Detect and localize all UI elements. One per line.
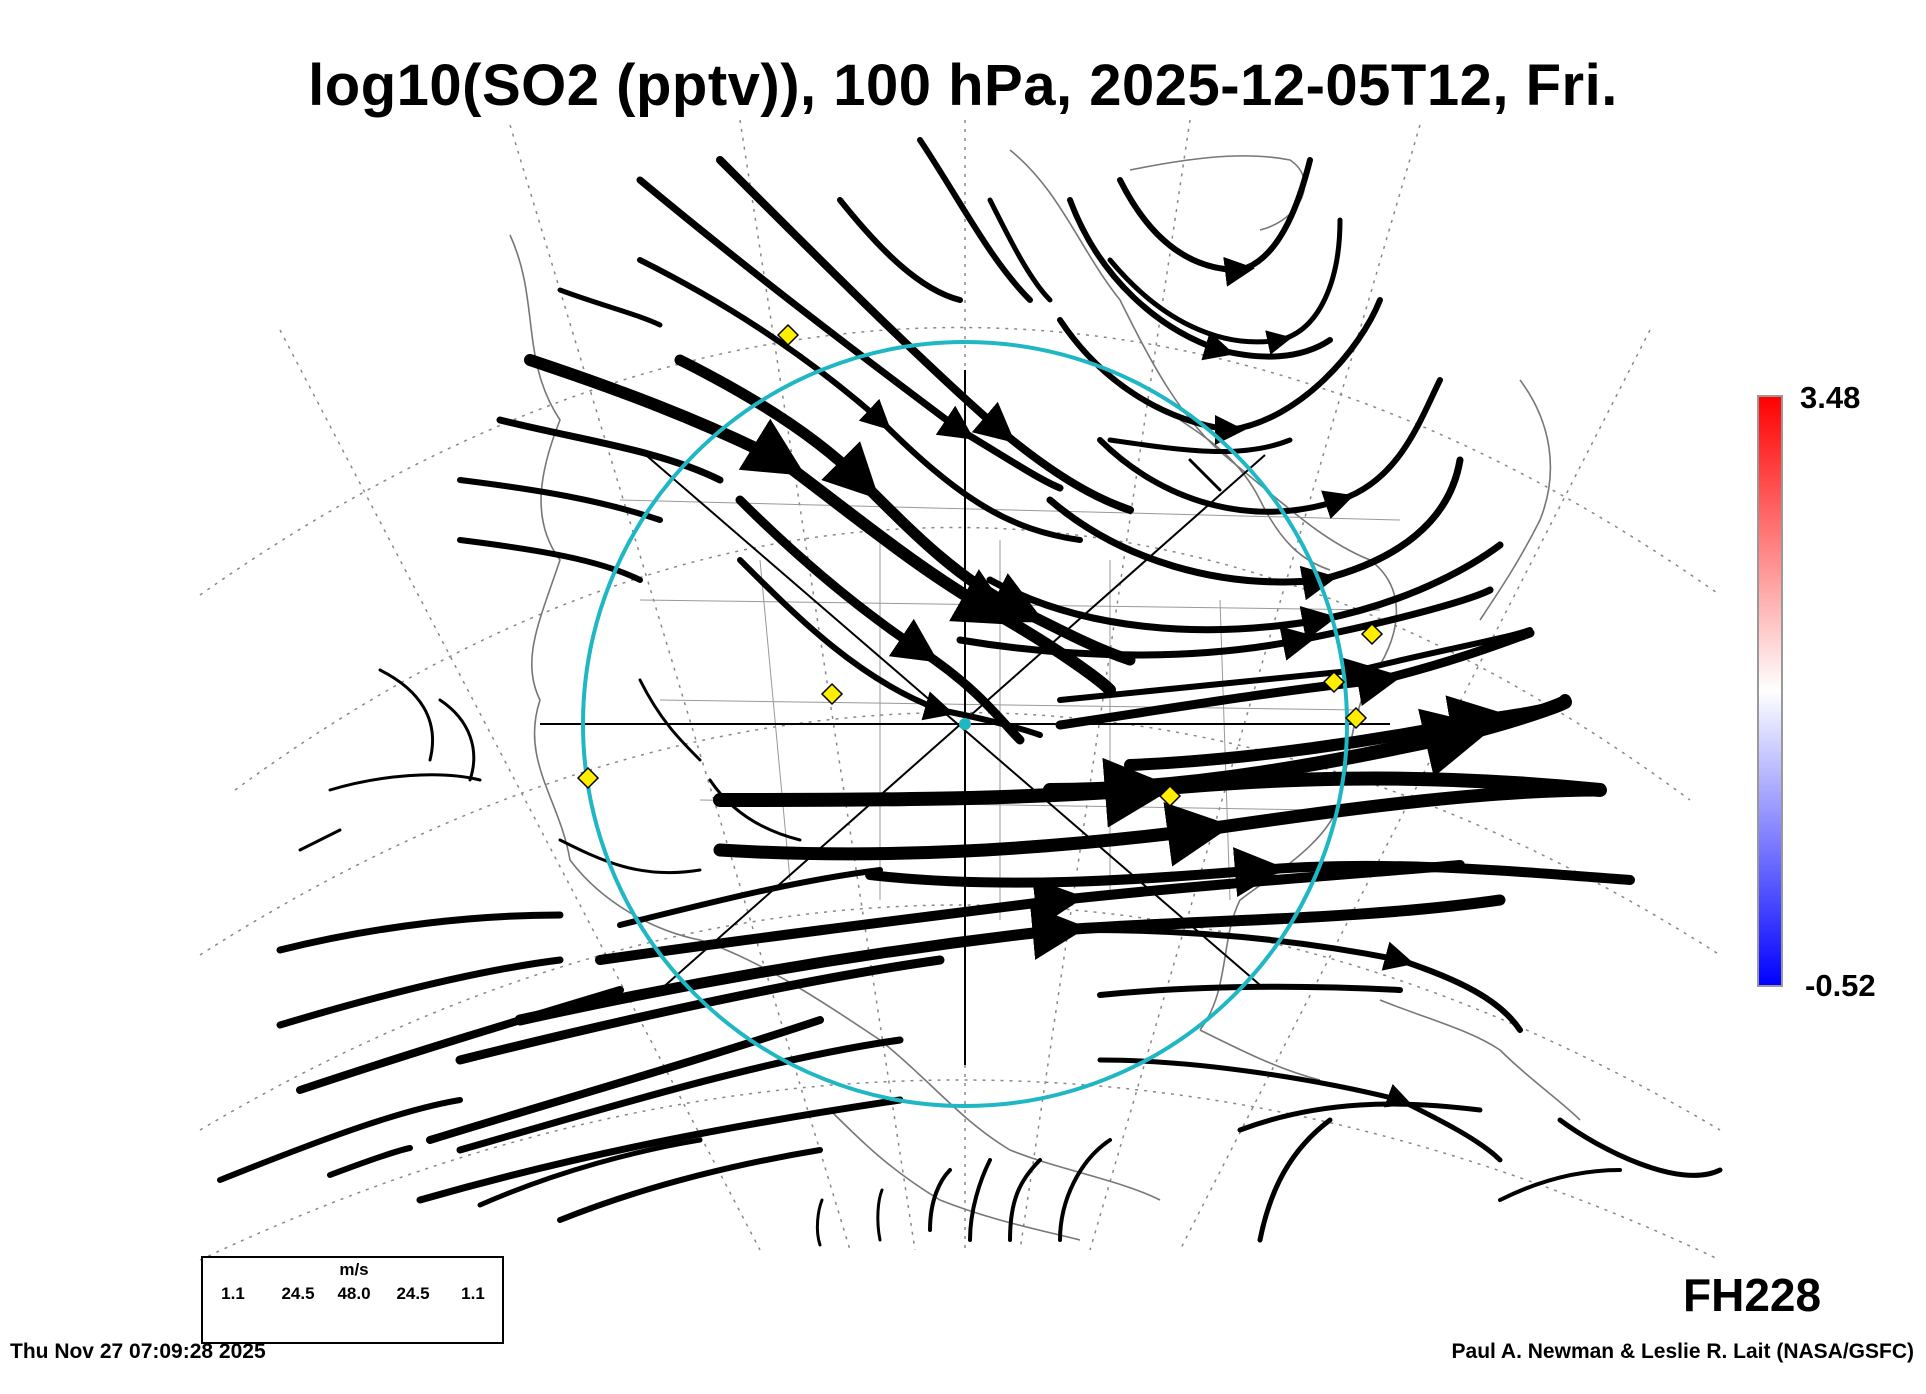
station-marker xyxy=(1158,784,1182,808)
streamline xyxy=(928,1168,952,1232)
map-title: log10(SO2 (pptv)), 100 hPa, 2025-12-05T1… xyxy=(308,53,1618,118)
streamline xyxy=(1117,157,1313,287)
streamline xyxy=(617,867,883,928)
graticule xyxy=(199,119,1721,1261)
streamline xyxy=(956,586,1494,661)
streamline xyxy=(557,287,663,328)
streamline xyxy=(1498,1168,1622,1202)
streamlines xyxy=(217,137,1723,1247)
streamline xyxy=(815,1198,824,1247)
legend-speed-4: 24.5 xyxy=(396,1284,430,1303)
credit: Paul A. Newman & Leslie R. Lait (NASA/GS… xyxy=(1451,1340,1914,1363)
legend-speed-1: 1.1 xyxy=(221,1284,245,1303)
timestamp: Thu Nov 27 07:09:28 2025 xyxy=(10,1340,266,1363)
streamline xyxy=(708,778,802,842)
streamline xyxy=(1107,437,1293,455)
streamline xyxy=(426,1016,824,1144)
streamline xyxy=(735,495,1025,745)
streamline xyxy=(276,911,564,954)
station-marker xyxy=(576,766,600,790)
center-point-icon xyxy=(959,718,971,730)
legend-speed-3: 48.0 xyxy=(337,1284,371,1303)
streamline xyxy=(716,156,1134,514)
forecast-hour: FH228 xyxy=(1683,1269,1822,1321)
streamline xyxy=(378,668,435,762)
legend-unit: m/s xyxy=(339,1260,369,1279)
streamline xyxy=(737,557,1043,738)
streamline xyxy=(456,1036,904,1154)
streamline xyxy=(416,1096,904,1204)
streamline xyxy=(217,1097,463,1183)
colorbar xyxy=(1757,395,1783,987)
streamline xyxy=(457,477,663,523)
legend-speed-5: 1.1 xyxy=(461,1284,485,1303)
streamline xyxy=(1008,1158,1042,1242)
region-circle xyxy=(581,340,1349,1108)
streamline xyxy=(986,541,1504,641)
streamline xyxy=(595,860,1465,965)
streamline xyxy=(558,838,702,875)
streamline xyxy=(328,773,482,792)
station-markers xyxy=(576,323,1384,808)
legend-speed-2: 24.5 xyxy=(281,1284,315,1303)
streamline xyxy=(438,698,476,782)
streamline xyxy=(1097,1057,1503,1163)
streamline xyxy=(296,986,624,1094)
colorbar-min-label: -0.52 xyxy=(1805,968,1876,1003)
streamline xyxy=(276,956,564,1029)
station-marker xyxy=(776,323,800,347)
coastlines xyxy=(509,149,1581,1241)
colorbar-max-label: 3.48 xyxy=(1800,380,1861,415)
streamline xyxy=(1058,1138,1112,1242)
station-marker xyxy=(1344,706,1368,730)
streamline xyxy=(1237,1101,1483,1133)
streamline xyxy=(917,137,1033,303)
wind-speed-legend: m/s 1.1 24.5 48.0 24.5 1.1 xyxy=(201,1256,504,1344)
streamline xyxy=(455,955,945,1065)
streamline xyxy=(327,1145,413,1178)
station-marker xyxy=(820,682,844,706)
streamline xyxy=(1557,1117,1723,1178)
streamline xyxy=(1057,297,1383,446)
streamline xyxy=(713,783,1607,867)
streamline xyxy=(1055,628,1535,730)
streamline xyxy=(1097,983,1403,998)
streamline xyxy=(457,537,643,583)
streamline xyxy=(496,416,724,484)
streamline xyxy=(1046,456,1464,601)
streamline xyxy=(865,847,1635,897)
streamline xyxy=(1107,217,1343,355)
station-marker xyxy=(1322,670,1346,694)
streamline xyxy=(477,1137,703,1208)
streamline xyxy=(636,176,1064,492)
streamline xyxy=(876,1188,884,1242)
streamline xyxy=(1097,377,1443,519)
streamline xyxy=(298,828,342,852)
streamline xyxy=(1188,458,1222,492)
streamline xyxy=(638,678,702,762)
streamline xyxy=(713,757,1607,828)
station-marker xyxy=(1360,622,1384,646)
streamline xyxy=(557,1147,823,1223)
streamline xyxy=(968,1158,992,1242)
streamline xyxy=(837,197,963,303)
streamline xyxy=(987,197,1053,303)
streamline xyxy=(1087,927,1523,1033)
streamline xyxy=(1257,1117,1333,1243)
